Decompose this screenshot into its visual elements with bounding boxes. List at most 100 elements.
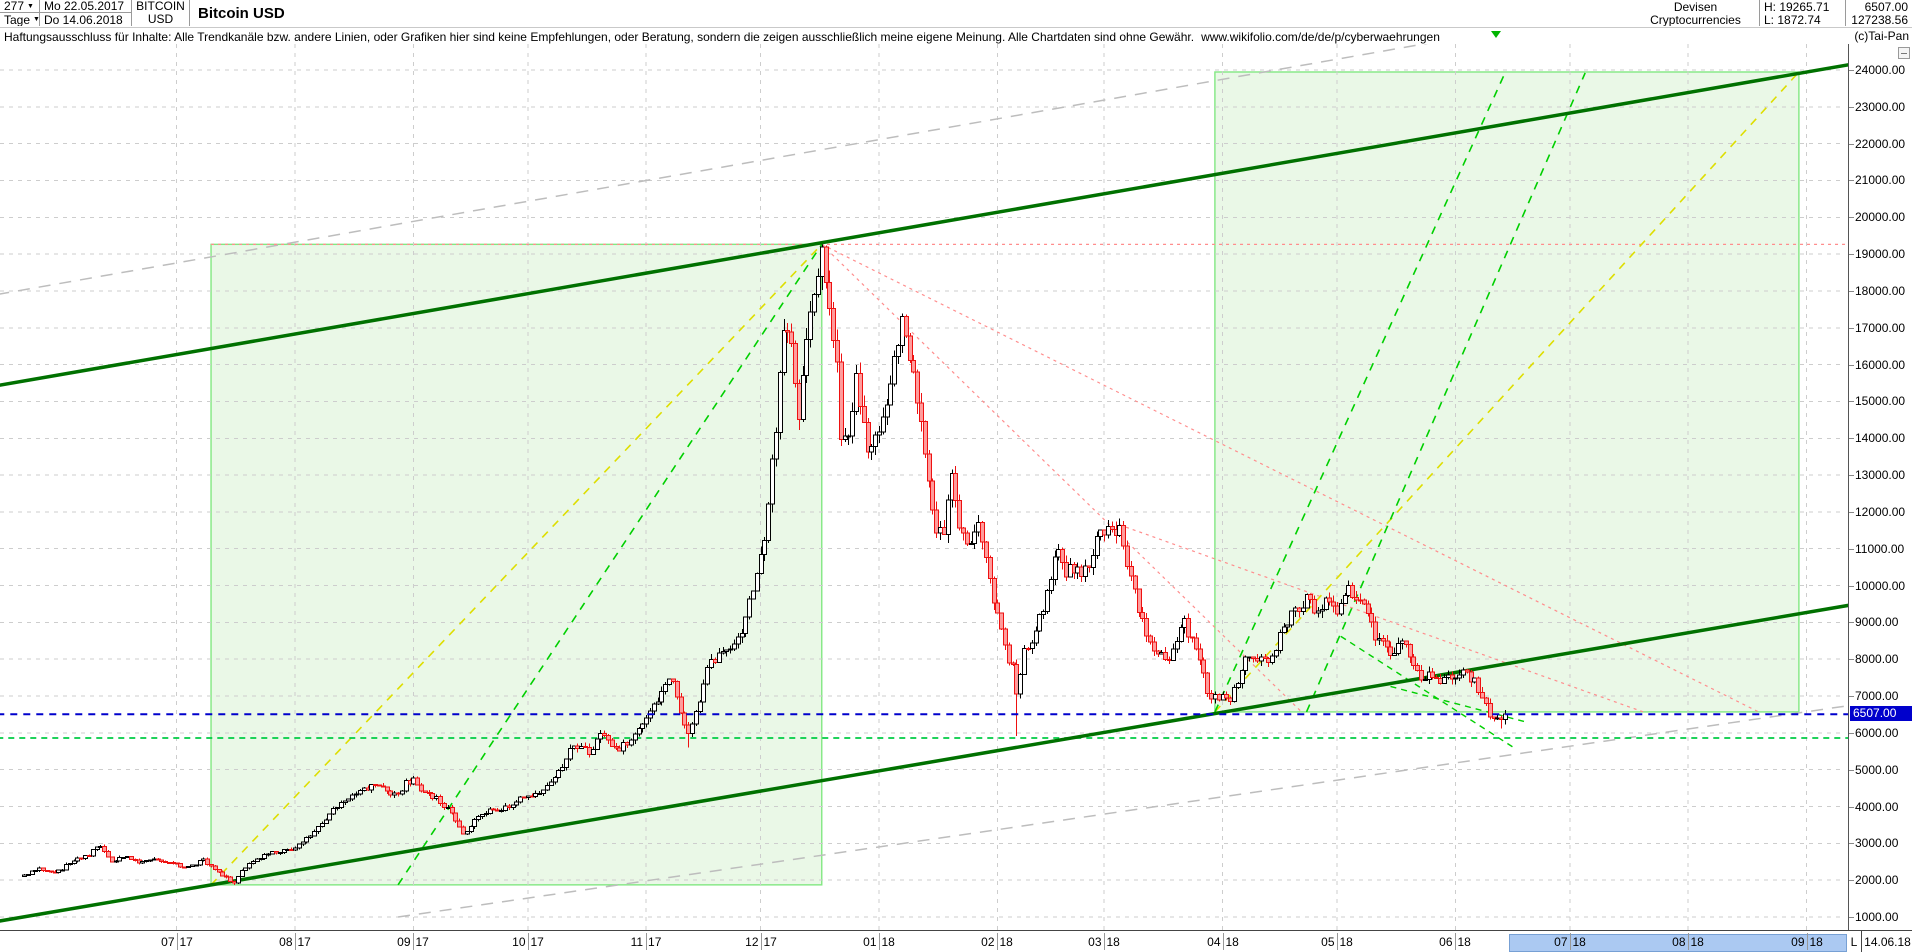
month-tick-mark xyxy=(1223,933,1224,950)
month-tick-mark xyxy=(1688,933,1689,950)
price-tick-mark xyxy=(1849,180,1854,182)
month-tick-mark xyxy=(1455,933,1456,950)
symbol-code: BITCOIN USD xyxy=(132,0,190,26)
month-label: 03 18 xyxy=(1088,935,1120,949)
fib-fan-yellow-right xyxy=(1214,71,1800,713)
green-desc-1 xyxy=(1340,635,1514,748)
price-tick-mark xyxy=(1849,438,1854,440)
month-tick-mark xyxy=(1104,933,1105,950)
month-tick-mark xyxy=(1570,933,1571,950)
price-tick-mark xyxy=(1849,254,1854,256)
trend-channel-lower xyxy=(0,603,1848,923)
green-triangle-marker xyxy=(1491,31,1501,38)
gridlines xyxy=(0,44,1845,930)
price-tick-label: 5000.00 xyxy=(1855,762,1899,777)
price-tick-mark xyxy=(1849,143,1854,145)
price-tick-mark xyxy=(1849,70,1854,71)
month-tick-mark xyxy=(646,933,647,950)
month-label: 08 17 xyxy=(279,935,311,949)
disclaimer-bar: Haftungsausschluss für Inhalte: Alle Tre… xyxy=(0,27,1912,45)
price-tick-label: 18000.00 xyxy=(1855,283,1906,298)
price-tick-mark xyxy=(1849,806,1854,808)
fib-fan-yellow-left xyxy=(210,243,823,886)
chevron-down-icon: ▼ xyxy=(33,16,40,23)
volume-value: 127238.56 xyxy=(1851,13,1908,26)
green-desc-2 xyxy=(1390,685,1525,723)
price-tick-label: 14000.00 xyxy=(1855,431,1906,446)
price-tick-label: 23000.00 xyxy=(1855,99,1906,114)
price-tick-label: 9000.00 xyxy=(1855,615,1899,630)
month-tick-mark xyxy=(761,933,762,950)
price-tick-mark xyxy=(1849,732,1854,734)
month-tick-mark xyxy=(295,933,296,950)
price-tick-mark xyxy=(1849,106,1854,108)
gray-trend-lower xyxy=(397,704,1848,918)
month-label: 09 18 xyxy=(1791,935,1823,949)
price-tick-label: 24000.00 xyxy=(1855,63,1906,77)
month-label: 07 18 xyxy=(1554,935,1586,949)
price-tick-label: 4000.00 xyxy=(1855,799,1899,814)
trend-channel-upper xyxy=(0,63,1848,387)
price-axis: 1000.00 2000.00 3000.00 4000.00 5000.00 6000.… xyxy=(1848,44,1912,930)
price-tick-mark xyxy=(1849,917,1854,918)
month-tick-mark xyxy=(177,933,178,950)
high-value: H: 19265.71 xyxy=(1760,0,1846,13)
price-tick-mark xyxy=(1849,880,1854,882)
price-tick-label: 20000.00 xyxy=(1855,210,1906,225)
price-tick-mark xyxy=(1849,475,1854,477)
collapse-axis-button[interactable] xyxy=(1898,47,1910,59)
price-tick-mark xyxy=(1849,622,1854,624)
wikifolio-url[interactable]: www.wikifolio.com/de/de/p/cyberwaehrunge… xyxy=(1201,29,1440,44)
fan-green-right-2 xyxy=(1305,72,1586,713)
price-tick-label: 6000.00 xyxy=(1855,725,1899,740)
price-tick-label: 17000.00 xyxy=(1855,320,1906,335)
price-tick-label: 12000.00 xyxy=(1855,504,1906,519)
month-label: 12 17 xyxy=(745,935,777,949)
end-date: Do 14.06.2018 xyxy=(40,13,132,26)
month-label: 04 18 xyxy=(1207,935,1239,949)
period-unit-dropdown[interactable]: Tage ▼ xyxy=(0,13,40,26)
low-value: L: 1872.74 xyxy=(1760,13,1846,26)
last-marker: L xyxy=(1850,935,1858,949)
price-tick-label: 11000.00 xyxy=(1855,541,1905,556)
category-sublabel: Cryptocurrencies xyxy=(1632,13,1760,26)
month-label: 05 18 xyxy=(1321,935,1353,949)
header-bar: 277 ▼ Mo 22.05.2017 BITCOIN USD Bitcoin … xyxy=(0,0,1912,27)
price-tick-label: 7000.00 xyxy=(1855,689,1899,704)
time-axis: L 14.06.18 07 17 08 17 09 17 10 17 11 17 12 17 01 18 0… xyxy=(0,930,1912,952)
month-tick-mark xyxy=(413,933,414,950)
month-tick-mark xyxy=(997,933,998,950)
start-date: Mo 22.05.2017 xyxy=(40,0,132,13)
month-label: 07 17 xyxy=(161,935,193,949)
price-tick-label: 15000.00 xyxy=(1855,394,1906,409)
month-label: 11 17 xyxy=(630,935,662,949)
price-tick-label: 13000.00 xyxy=(1855,468,1906,483)
price-tick-label: 8000.00 xyxy=(1855,652,1899,667)
category-label: Devisen xyxy=(1632,0,1760,13)
price-tick-label: 2000.00 xyxy=(1855,873,1899,888)
price-tick-label: 19000.00 xyxy=(1855,247,1906,262)
chart-title: Bitcoin USD xyxy=(198,4,285,22)
fan-green-right-1 xyxy=(1214,72,1506,713)
price-chart[interactable] xyxy=(0,44,1848,930)
price-tick-label: 1000.00 xyxy=(1855,910,1899,924)
instrument-header: 277 ▼ Mo 22.05.2017 BITCOIN USD Bitcoin … xyxy=(0,0,293,27)
fan-green-left xyxy=(397,243,823,886)
chevron-down-icon: ▼ xyxy=(27,2,34,10)
price-tick-mark xyxy=(1849,548,1854,550)
bars-count-dropdown[interactable]: 277 ▼ xyxy=(0,0,40,13)
last-price-value: 6507.00 xyxy=(1864,0,1908,13)
last-price-axis-label: 6507.00 xyxy=(1850,706,1912,722)
price-tick-label: 22000.00 xyxy=(1855,136,1906,151)
price-tick-mark xyxy=(1849,290,1854,292)
price-tick-mark xyxy=(1849,585,1854,587)
quote-header: Devisen H: 19265.71 6507.00 Cryptocurren… xyxy=(1632,0,1912,27)
month-label: 01 18 xyxy=(863,935,895,949)
last-date-cell: 14.06.18 xyxy=(1861,931,1912,952)
price-tick-label: 21000.00 xyxy=(1855,173,1906,188)
month-label: 02 18 xyxy=(981,935,1013,949)
month-tick-mark xyxy=(879,933,880,950)
price-tick-mark xyxy=(1849,769,1854,771)
month-label: 06 18 xyxy=(1439,935,1471,949)
